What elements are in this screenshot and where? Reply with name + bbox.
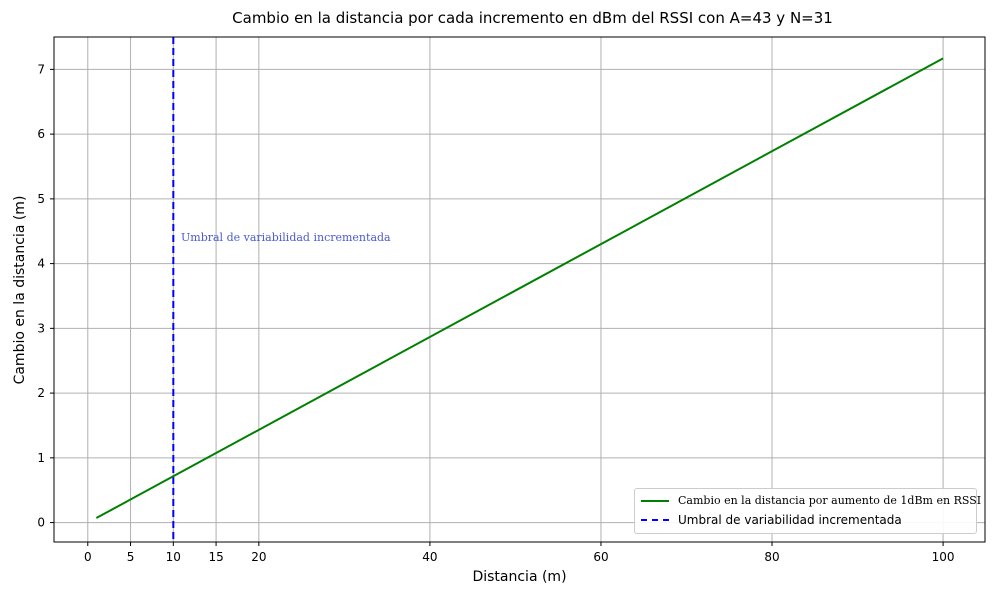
chart-title: Cambio en la distancia por cada incremen… [232,9,833,27]
x-tick-label: 0 [84,550,92,564]
grid-layer [54,37,985,542]
series-line-0 [95,57,944,519]
y-tick-label: 1 [37,451,45,465]
legend-entry-threshold: Umbral de variabilidad incrementada [641,513,902,527]
threshold-annotation: Umbral de variabilidad incrementada [181,231,391,244]
legend-swatch-series [641,499,669,502]
y-tick-label: 6 [37,127,45,141]
y-axis-label: Cambio en la distancia (m) [12,195,28,385]
y-tick-label: 7 [37,62,45,76]
y-tick-label: 2 [37,386,45,400]
x-tick-label: 60 [593,550,608,564]
tick-layer: 0 5 10 15 20 40 60 80 100 0 1 2 3 4 5 6 7 [37,62,954,564]
x-axis-label: Distancia (m) [472,569,567,585]
legend-swatch-threshold [641,519,669,521]
legend-entry-series: Cambio en la distancia por aumento de 1d… [641,494,981,507]
x-tick-label: 80 [764,550,779,564]
x-tick-label: 15 [208,550,223,564]
y-tick-label: 0 [37,516,45,530]
x-tick-label: 5 [127,550,135,564]
x-tick-label: 100 [932,550,955,564]
plot-frame [53,36,986,543]
y-tick-label: 5 [37,192,45,206]
legend-label-series: Cambio en la distancia por aumento de 1d… [678,494,982,507]
y-tick-label: 4 [37,257,45,271]
x-tick-label: 40 [422,550,437,564]
y-tick-label: 3 [37,321,45,335]
legend-label-threshold: Umbral de variabilidad incrementada [678,513,902,527]
x-tick-label: 10 [166,550,181,564]
data-layer [95,37,944,542]
x-tick-label: 20 [251,550,266,564]
legend: Cambio en la distancia por aumento de 1d… [634,488,981,534]
